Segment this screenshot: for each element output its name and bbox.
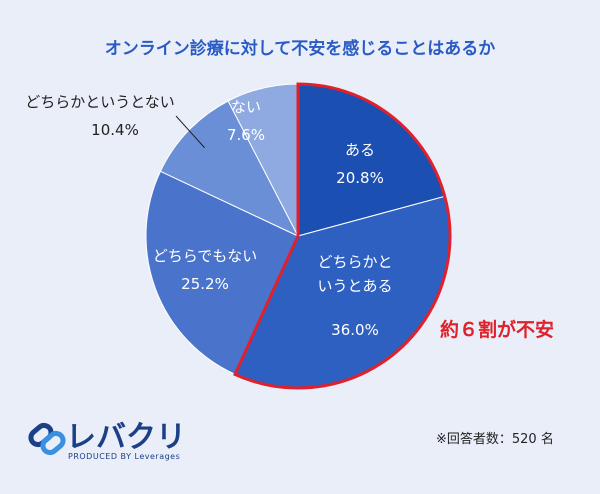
logo-tagline: PRODUCED BY Leverages	[68, 452, 181, 461]
footnote: ※回答者数：520 名	[436, 432, 554, 447]
slice-value: 20.8%	[336, 169, 384, 187]
slice-label: どちらでもない	[152, 247, 258, 265]
chart-title: オンライン診療に対して不安を感じることはあるか	[104, 39, 496, 59]
slice-label: どちらかというとない	[25, 93, 175, 111]
slice-label: ある	[344, 141, 376, 159]
logo-icon	[28, 422, 66, 456]
pie-slice	[145, 170, 299, 375]
slice-value: 10.4%	[91, 121, 139, 139]
slice-value: 7.6%	[226, 126, 266, 144]
slice-value: 25.2%	[181, 275, 229, 293]
leader-line	[175, 115, 205, 149]
logo-name: レバクリ	[66, 420, 186, 455]
slice-label: どちらかというとある	[317, 253, 393, 295]
slice-value: 36.0%	[331, 321, 379, 339]
slice-label: ない	[230, 98, 262, 116]
highlight-outline	[233, 82, 452, 390]
annotation: 約６割が不安	[440, 319, 555, 341]
